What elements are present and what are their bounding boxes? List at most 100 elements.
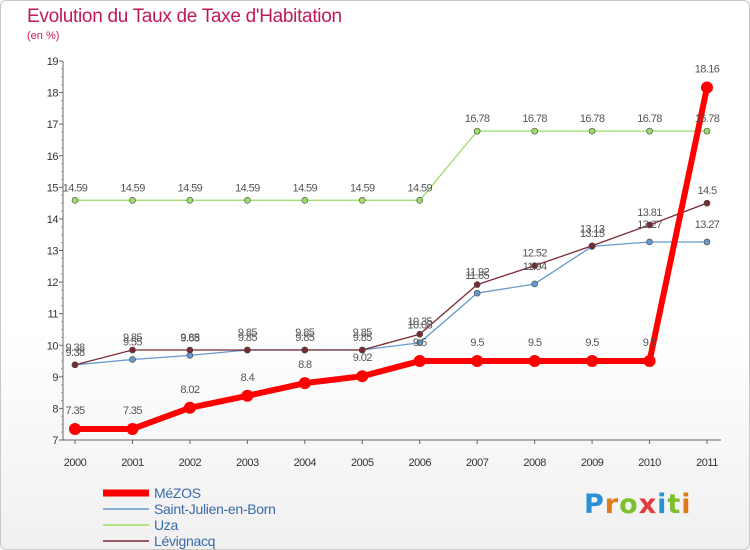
data-label: 9.5	[643, 337, 657, 349]
x-tick-label: 2002	[179, 457, 202, 469]
y-tick-label: 16	[47, 151, 59, 163]
data-label: 11.94	[523, 261, 547, 273]
data-label: 9.5	[413, 337, 427, 349]
y-tick-label: 7	[52, 435, 58, 447]
data-point	[129, 346, 136, 354]
data-point	[643, 355, 656, 368]
data-label: 10.35	[407, 316, 432, 328]
series-line-3	[74, 202, 708, 366]
data-label: 9.5	[528, 337, 542, 349]
y-tick-label: 11	[48, 309, 59, 321]
y-tick-label: 12	[47, 277, 59, 289]
logo-letter: t	[667, 489, 682, 520]
data-label: 13.27	[637, 219, 662, 231]
y-tick-label: 13	[47, 246, 59, 258]
data-point	[183, 401, 196, 414]
logo-letter: x	[638, 489, 658, 520]
x-tick-label: 2001	[121, 457, 144, 469]
logo-letter: P	[584, 489, 605, 520]
series-line-2	[74, 130, 708, 201]
data-point	[701, 81, 713, 94]
data-label: 9.85	[295, 332, 314, 344]
data-point	[588, 127, 596, 135]
data-label: 14.59	[293, 182, 318, 194]
data-label: 9.38	[65, 347, 84, 359]
x-tick-label: 2006	[408, 457, 431, 469]
data-point	[129, 196, 136, 204]
data-label: 11.92	[465, 267, 489, 279]
data-label: 16.78	[465, 113, 490, 125]
data-label: 10.08	[407, 320, 432, 332]
data-point	[186, 346, 194, 354]
x-tick-label: 2007	[466, 457, 489, 469]
data-label: 7.35	[65, 405, 84, 417]
legend-entry-label: Saint-Julien-en-Born	[154, 501, 276, 517]
y-tick-label: 18	[47, 88, 59, 100]
data-point	[703, 199, 711, 207]
logo-letter: i	[657, 489, 668, 520]
data-point	[244, 196, 251, 204]
data-point	[69, 422, 81, 435]
data-label: 14.5	[697, 185, 716, 197]
data-label: 9.85	[123, 332, 142, 344]
data-point	[531, 280, 538, 288]
data-label: 9.02	[353, 352, 372, 364]
data-label: 9.85	[238, 332, 257, 344]
data-point	[473, 127, 481, 135]
data-label: 14.59	[350, 182, 375, 194]
data-label: 13.27	[695, 219, 720, 231]
data-label: 16.78	[637, 113, 662, 125]
data-label: 11.65	[465, 270, 489, 282]
data-label: 14.59	[407, 182, 432, 194]
series-line-0	[72, 84, 710, 432]
data-point	[71, 196, 79, 204]
x-tick-label: 2005	[351, 457, 374, 469]
data-label: 13.13	[580, 223, 605, 235]
data-label: 9.68	[180, 332, 199, 344]
x-tick-label: 2010	[638, 457, 661, 469]
logo-letter: i	[681, 489, 692, 520]
data-label: 9.85	[238, 327, 257, 339]
data-point	[528, 355, 541, 368]
data-point	[416, 196, 424, 204]
data-point	[646, 127, 653, 135]
data-point	[298, 377, 311, 390]
data-point	[531, 127, 538, 135]
data-labels: 14.59 14.59 14.59 14.59 14.59 14.59 14.59 16.78…	[63, 64, 721, 417]
data-label: 14.59	[120, 182, 145, 194]
data-point	[586, 355, 599, 368]
x-tick-label: 2011	[696, 457, 718, 469]
chart-unit-label: (en %)	[27, 30, 60, 42]
x-tick-label: 2004	[294, 457, 317, 469]
data-label: 8.4	[241, 372, 255, 384]
data-point	[301, 196, 309, 204]
data-label: 9.85	[353, 332, 372, 344]
data-label: 16.78	[695, 113, 720, 125]
data-point	[416, 339, 424, 347]
data-label: 14.59	[235, 182, 260, 194]
y-tick-label: 15	[47, 182, 59, 194]
data-label: 8.8	[298, 359, 312, 371]
x-tick-label: 2000	[64, 457, 87, 469]
data-point	[703, 238, 711, 246]
data-label: 13.15	[580, 228, 605, 240]
y-tick-label: 9	[52, 372, 58, 384]
legend-entry-label: Lévignacq	[154, 533, 215, 549]
legend-entry-label: MéZOS	[154, 485, 201, 501]
data-label: 12.52	[522, 248, 547, 260]
data-point	[244, 346, 251, 354]
x-tick-label: 2008	[523, 457, 546, 469]
data-point	[416, 330, 424, 338]
data-label: 14.59	[63, 182, 88, 194]
y-tick-label: 8	[52, 403, 58, 415]
chart-title: Evolution du Taux de Taxe d'Habitation	[27, 6, 342, 27]
data-label: 9.5	[585, 337, 599, 349]
data-point	[473, 289, 481, 297]
x-tick-label: 2003	[236, 457, 259, 469]
series-lines	[69, 81, 713, 435]
y-tick-label: 14	[47, 214, 59, 226]
data-point	[301, 346, 309, 354]
